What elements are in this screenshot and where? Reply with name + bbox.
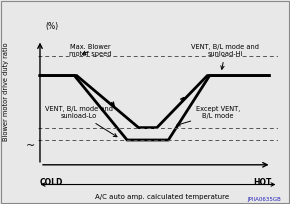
Text: HOT: HOT bbox=[253, 178, 271, 187]
Text: COLD: COLD bbox=[40, 178, 64, 187]
Text: (%): (%) bbox=[45, 22, 58, 31]
Text: JPIIA0635GB: JPIIA0635GB bbox=[248, 197, 281, 202]
Text: VENT, B/L mode and
sunload-Hi: VENT, B/L mode and sunload-Hi bbox=[191, 44, 260, 69]
Text: Blower motor drive duty ratio: Blower motor drive duty ratio bbox=[3, 42, 9, 141]
Text: A/C auto amp. calculated temperature: A/C auto amp. calculated temperature bbox=[95, 194, 229, 200]
Text: VENT, B/L mode and
sunload-Lo: VENT, B/L mode and sunload-Lo bbox=[45, 106, 117, 137]
Text: Max. Blower
motor speed: Max. Blower motor speed bbox=[69, 44, 112, 57]
Text: Except VENT,
B/L mode: Except VENT, B/L mode bbox=[177, 106, 240, 126]
Text: ~: ~ bbox=[26, 141, 35, 151]
